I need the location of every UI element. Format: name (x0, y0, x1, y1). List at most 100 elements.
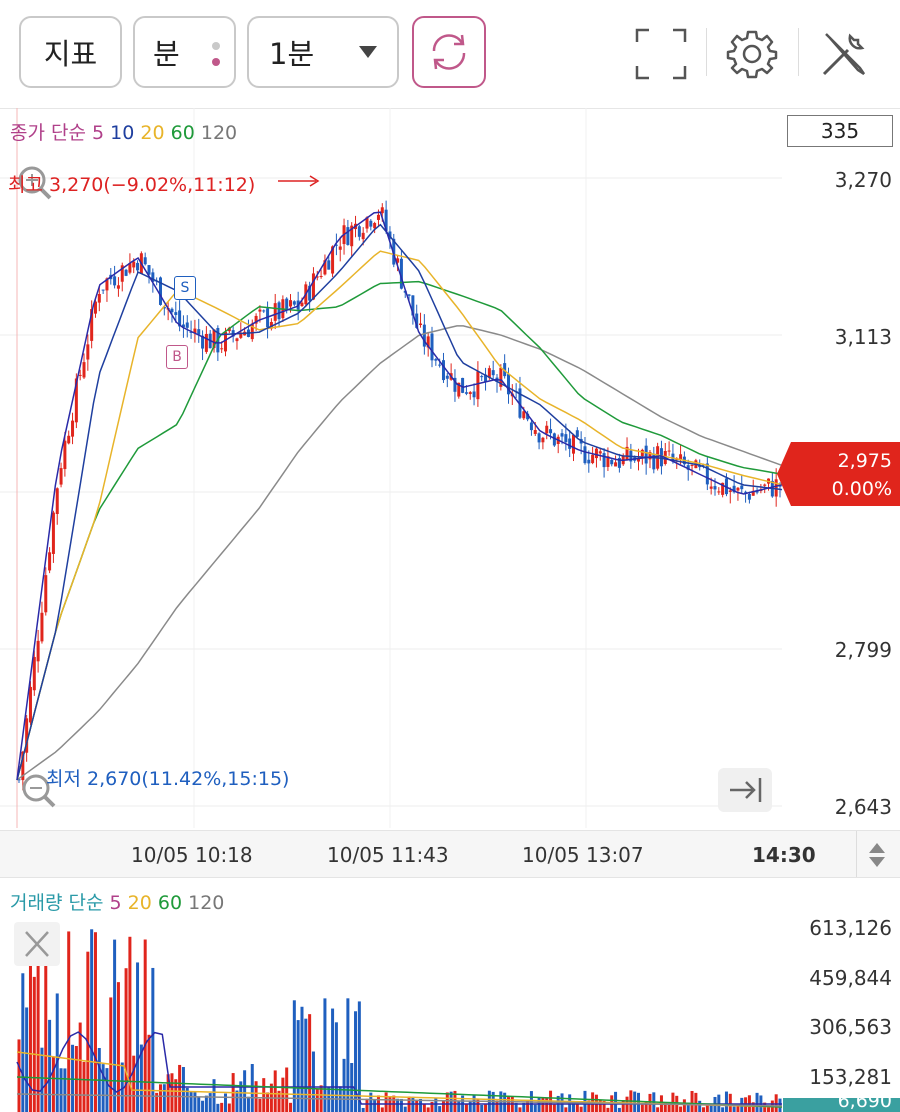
volume-bar (449, 1091, 453, 1112)
volume-bar (342, 1058, 346, 1112)
volume-bar (399, 1098, 403, 1112)
candle-body (346, 227, 350, 245)
volume-bar (296, 1020, 300, 1112)
volume-chart[interactable] (0, 912, 900, 1112)
y-tick-label: 3,270 (834, 168, 892, 192)
time-axis[interactable]: 10/05 10:18 10/05 11:43 10/05 13:07 14:3… (0, 830, 900, 878)
candle-body (51, 512, 55, 554)
candle-body (499, 367, 503, 387)
ma5-line (16, 211, 783, 780)
candle-body (315, 276, 319, 278)
candle-body (648, 452, 652, 460)
ma120-line (16, 325, 783, 781)
volume-bar (246, 1096, 250, 1112)
volume-bar (495, 1100, 499, 1112)
volume-bar (774, 1094, 778, 1112)
ma60-line (16, 280, 783, 781)
volume-bar (484, 1104, 488, 1112)
volume-bar (151, 967, 155, 1112)
current-price: 2,975 (837, 450, 892, 472)
unit-selector[interactable]: 분 (133, 16, 236, 88)
volume-bar (621, 1100, 625, 1112)
volume-bar (705, 1104, 709, 1112)
candle-body (610, 459, 614, 465)
volume-bar (702, 1107, 706, 1112)
candle-body (529, 422, 533, 431)
candle-body (44, 575, 48, 613)
volume-bar (334, 1022, 338, 1112)
zoom-in-button[interactable] (10, 162, 56, 204)
volume-bar (640, 1104, 644, 1112)
volume-bar (663, 1102, 667, 1112)
zoom-out-button[interactable] (14, 770, 60, 810)
caret-down-icon (359, 46, 377, 58)
volume-bar (422, 1103, 426, 1112)
candle-body (105, 278, 109, 291)
candle-body (617, 458, 621, 468)
candle-body (503, 363, 507, 377)
fullscreen-button[interactable] (629, 22, 693, 86)
volume-bar (36, 937, 40, 1112)
y-tick-label: 3,113 (834, 325, 892, 349)
volume-bar (308, 1014, 312, 1112)
candle-body (640, 449, 644, 457)
volume-bar (51, 1056, 55, 1112)
candle-body (587, 459, 591, 464)
close-volume-button[interactable] (14, 922, 60, 966)
candle-body (380, 207, 384, 214)
candle-body (162, 306, 166, 309)
candle-body (415, 313, 419, 328)
settings-button[interactable] (720, 22, 784, 86)
high-price-annotation: 최고 3,270(−9.02%,11:12) (8, 174, 256, 196)
y-tick-label: 2,643 (834, 795, 892, 819)
volume-bar (116, 982, 120, 1112)
refresh-button[interactable] (412, 16, 486, 88)
volume-bar (518, 1107, 522, 1112)
candle-body (468, 392, 472, 395)
close-icon (25, 931, 49, 957)
updown-arrows-icon[interactable] (866, 841, 888, 869)
volume-bar (109, 997, 113, 1112)
volume-bar (250, 1064, 254, 1112)
candle-body (357, 226, 361, 237)
volume-bar (216, 1103, 220, 1112)
volume-bar (235, 1090, 239, 1112)
volume-bar (197, 1096, 201, 1112)
volume-bar (732, 1106, 736, 1112)
candle-body (774, 479, 778, 497)
volume-bar (755, 1092, 759, 1112)
volume-bar (679, 1106, 683, 1112)
price-chart[interactable] (0, 108, 900, 828)
candle-body (644, 445, 648, 464)
candle-body (269, 321, 273, 329)
indicator-button[interactable]: 지표 (19, 16, 122, 88)
legend-ma60: 60 (170, 122, 195, 144)
candle-body (120, 265, 124, 282)
candle-count-input[interactable]: 335 (787, 115, 893, 147)
current-volume: 6,690 (837, 1098, 892, 1112)
volume-bar (445, 1092, 449, 1112)
candle-body (537, 433, 541, 443)
candle-body (602, 453, 606, 468)
candle-body (721, 482, 725, 495)
volume-bar (285, 1067, 289, 1112)
interval-dropdown[interactable]: 1분 (247, 16, 399, 88)
volume-bar (438, 1106, 442, 1112)
tools-button[interactable] (812, 22, 876, 86)
volume-bar (155, 1092, 159, 1112)
volume-bar (40, 1047, 44, 1112)
candle-body (90, 309, 94, 341)
volume-bar (304, 1018, 308, 1112)
volume-bar (136, 962, 140, 1112)
volume-bar (434, 1097, 438, 1112)
candle-body (464, 392, 468, 394)
volume-bar (579, 1106, 583, 1112)
volume-ma5-line (16, 1031, 782, 1105)
candle-body (204, 333, 208, 352)
volume-bar (28, 929, 32, 1112)
scroll-to-latest-button[interactable] (718, 768, 772, 812)
volume-bar (139, 1044, 143, 1112)
candle-body (373, 223, 377, 229)
volume-bar (311, 1051, 315, 1112)
candle-body (667, 450, 671, 452)
